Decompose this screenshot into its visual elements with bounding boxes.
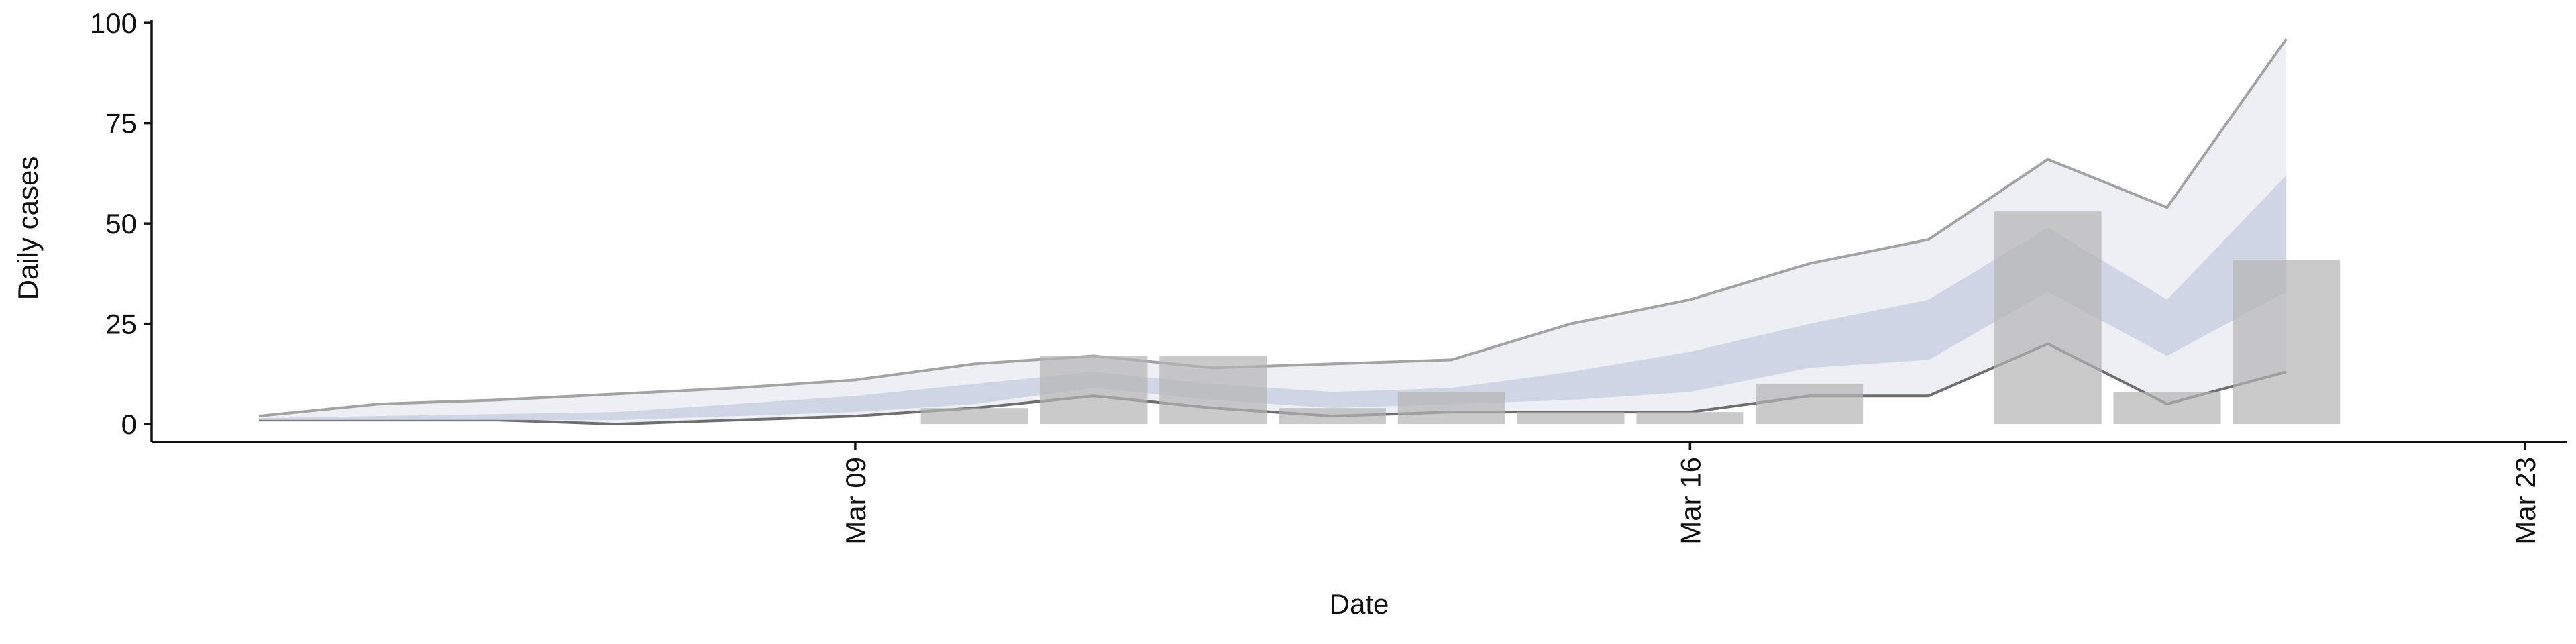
x-tick-label: Mar 09 (840, 457, 871, 545)
bar (1397, 392, 1505, 425)
bar (920, 408, 1028, 425)
bar (1159, 356, 1267, 425)
band-edge-line (258, 38, 2288, 418)
y-tick-label: 0 (121, 409, 137, 440)
bar (1279, 408, 1386, 425)
y-axis-label: Daily cases (12, 156, 44, 301)
bar (2233, 259, 2341, 425)
band-edge-line (259, 342, 2287, 426)
bar (2113, 392, 2221, 425)
bar (1517, 412, 1625, 425)
x-axis-label: Date (1330, 588, 1389, 620)
bar (1994, 211, 2102, 425)
y-tick-label: 100 (90, 7, 137, 39)
bar (1636, 412, 1744, 425)
bar (1756, 384, 1864, 425)
y-tick-label: 50 (105, 208, 137, 239)
y-tick-label: 25 (105, 309, 137, 340)
bar (1040, 356, 1148, 425)
band (259, 39, 2287, 425)
x-tick-label: Mar 16 (1674, 457, 1706, 545)
band (259, 175, 2287, 421)
y-tick-label: 75 (105, 108, 137, 140)
x-tick-label: Mar 23 (2510, 457, 2541, 545)
